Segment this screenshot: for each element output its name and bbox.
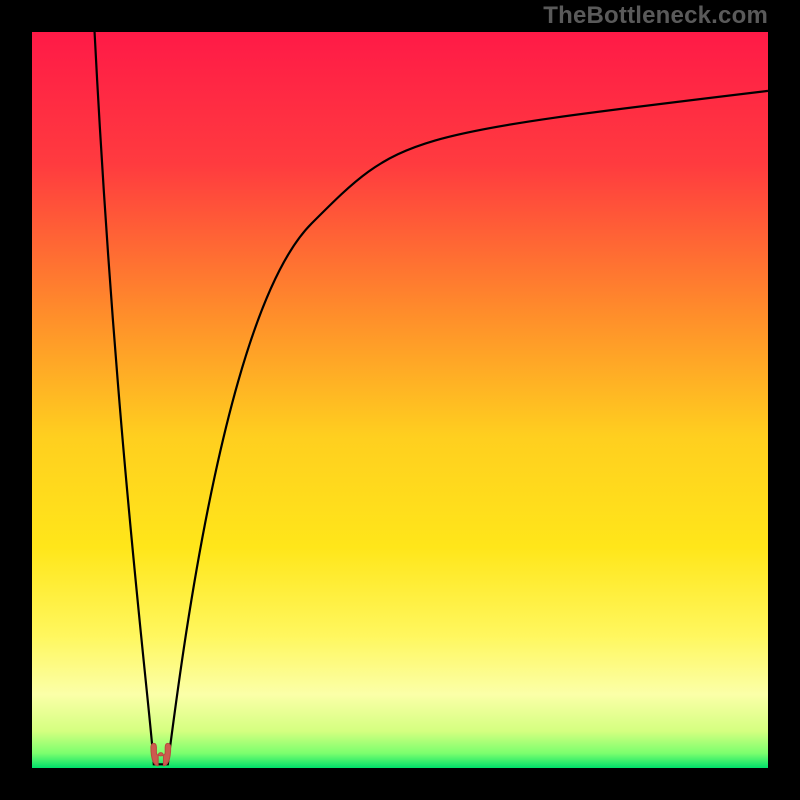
chart-frame: TheBottleneck.com [0,0,800,800]
bottleneck-curve [32,32,768,768]
curve-path [95,32,768,764]
watermark-text: TheBottleneck.com [543,2,768,30]
dip-marker-icon [151,743,171,765]
plot-area [32,32,768,768]
